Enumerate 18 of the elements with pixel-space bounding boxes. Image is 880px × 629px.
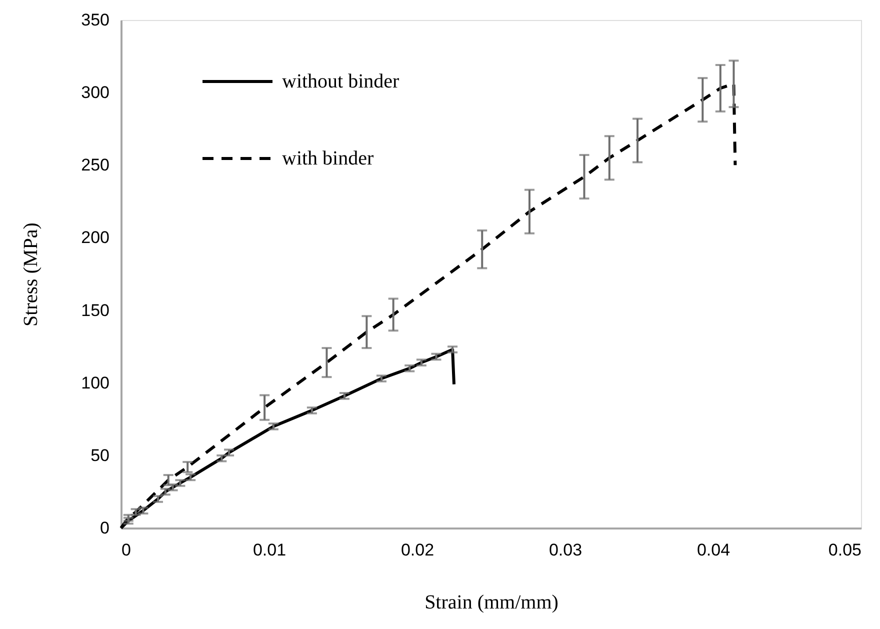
y-tick-label: 350 xyxy=(81,10,110,30)
x-tick-label: 0.04 xyxy=(696,540,730,560)
legend-label: without binder xyxy=(282,70,400,92)
x-tick-label: 0 xyxy=(122,540,131,560)
legend-label: with binder xyxy=(282,148,374,170)
y-tick-label: 50 xyxy=(90,446,110,465)
y-tick-label: 300 xyxy=(81,83,110,102)
x-tick-label: 0.05 xyxy=(828,540,862,560)
y-tick-label: 0 xyxy=(100,518,110,538)
x-axis-title: Strain (mm/mm) xyxy=(424,592,558,614)
x-tick-label: 0.01 xyxy=(252,540,286,560)
y-tick-label: 200 xyxy=(81,228,110,248)
y-axis-title: Stress (MPa) xyxy=(20,222,42,326)
y-tick-label: 100 xyxy=(81,373,110,392)
x-tick-label: 0.02 xyxy=(400,540,434,560)
y-tick-label: 250 xyxy=(81,156,110,175)
y-tick-label: 150 xyxy=(81,300,110,320)
x-tick-label: 0.03 xyxy=(548,540,582,560)
